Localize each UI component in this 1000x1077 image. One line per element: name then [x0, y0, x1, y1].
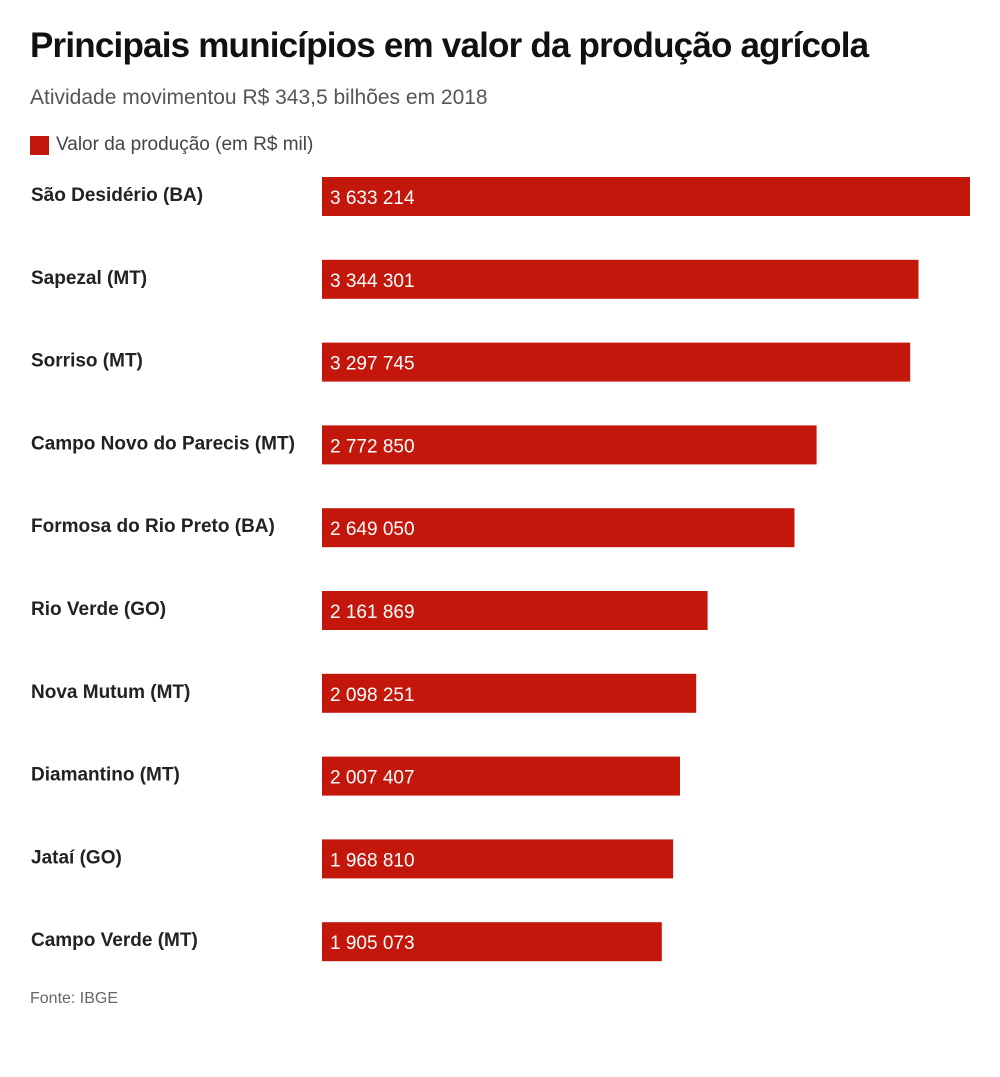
- bar-value-label: 2 161 869: [330, 602, 415, 623]
- bar: [322, 839, 674, 879]
- category-label: Diamantino (MT): [31, 765, 180, 786]
- bar: [322, 425, 817, 465]
- bar-value-label: 2 772 850: [330, 436, 415, 457]
- bar-value-label: 2 007 407: [330, 768, 415, 789]
- bar: [322, 922, 662, 962]
- chart-title: Principais municípios em valor da produç…: [30, 26, 869, 65]
- category-label: Sorriso (MT): [31, 351, 143, 372]
- bar: [322, 591, 708, 630]
- bar: [322, 756, 680, 796]
- source-note: Fonte: IBGE: [30, 990, 119, 1007]
- category-label: Jataí (GO): [31, 847, 122, 868]
- bar-value-label: 2 098 251: [330, 685, 415, 706]
- bar: [322, 673, 697, 713]
- category-label: Formosa do Rio Preto (BA): [31, 516, 275, 537]
- bar: [322, 508, 795, 548]
- category-label: Sapezal (MT): [31, 268, 147, 289]
- category-label: Nova Mutum (MT): [31, 682, 190, 703]
- bar-value-label: 1 968 810: [330, 850, 415, 871]
- bar-value-label: 2 649 050: [330, 519, 415, 540]
- category-label: Campo Novo do Parecis (MT): [31, 433, 295, 454]
- category-label: Rio Verde (GO): [31, 599, 166, 620]
- chart-subtitle: Atividade movimentou R$ 343,5 bilhões em…: [30, 86, 488, 109]
- bar: [322, 259, 919, 299]
- bar-value-label: 3 633 214: [330, 188, 415, 209]
- category-label: Campo Verde (MT): [31, 930, 198, 951]
- bar: [322, 177, 970, 216]
- bar: [322, 342, 911, 382]
- category-label: São Desidério (BA): [31, 185, 203, 206]
- legend: Valor da produção (em R$ mil): [30, 133, 313, 157]
- bar-value-label: 1 905 073: [330, 933, 415, 954]
- bar-value-label: 3 344 301: [330, 271, 415, 292]
- bar-value-label: 3 297 745: [330, 354, 415, 375]
- legend-label: Valor da produção (em R$ mil): [56, 134, 314, 155]
- legend-swatch: [30, 135, 49, 155]
